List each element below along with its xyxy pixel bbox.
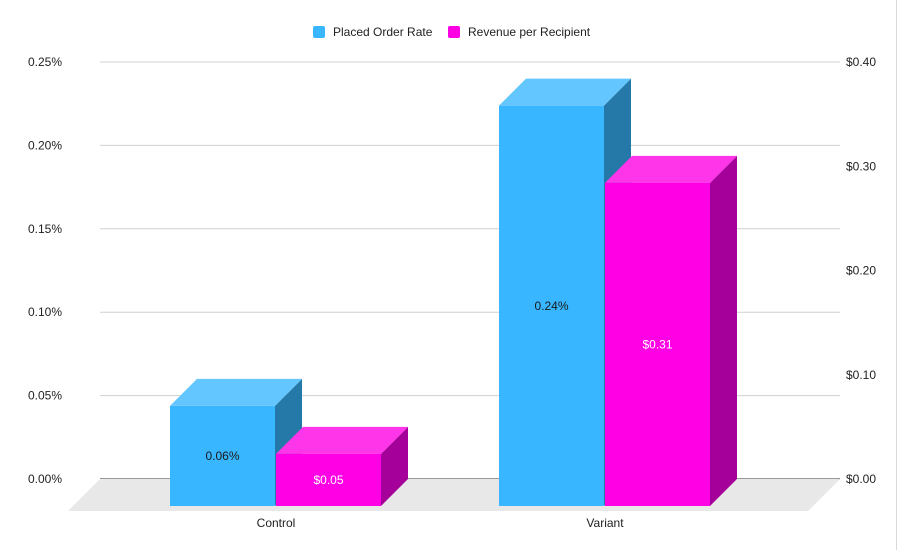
bar-front — [170, 405, 275, 506]
legend: Placed Order Rate Revenue per Recipient — [313, 25, 591, 39]
right-tick-label: $0.10 — [846, 368, 876, 382]
bar-top — [605, 155, 737, 183]
bar-front — [605, 182, 710, 506]
left-tick-label: 0.25% — [28, 55, 62, 69]
bar-top — [276, 426, 408, 454]
bar-revenue-per-recipient-variant: $0.31 — [605, 155, 737, 506]
data-label: 0.24% — [534, 299, 568, 313]
right-tick-label: $0.30 — [846, 159, 876, 173]
bar-revenue-per-recipient-control: $0.05 — [276, 426, 408, 506]
legend-item[interactable]: Placed Order Rate — [313, 25, 433, 39]
category-label: Variant — [586, 516, 624, 530]
right-tick-label: $0.00 — [846, 472, 876, 486]
legend-swatch — [448, 26, 460, 38]
right-tick-label: $0.20 — [846, 264, 876, 278]
chart-frame-edge — [896, 0, 897, 550]
data-label: $0.05 — [313, 473, 343, 487]
bar-front — [499, 105, 604, 507]
right-tick-label: $0.40 — [846, 55, 876, 69]
legend-label: Revenue per Recipient — [468, 25, 591, 39]
data-label: 0.06% — [205, 449, 239, 463]
data-label: $0.31 — [642, 337, 672, 351]
legend-swatch — [313, 26, 325, 38]
left-tick-label: 0.05% — [28, 389, 62, 403]
x-axis-categories: Control Variant — [257, 516, 625, 530]
bar-side — [381, 426, 408, 506]
bars: 0.06% $0.05 0.24% $0.31 — [170, 78, 737, 507]
left-tick-label: 0.20% — [28, 138, 62, 152]
left-tick-label: 0.10% — [28, 305, 62, 319]
bar-top — [499, 78, 631, 106]
category-label: Control — [257, 516, 296, 530]
bar-side — [710, 155, 737, 506]
legend-item[interactable]: Revenue per Recipient — [448, 25, 591, 39]
left-y-axis: 0.00% 0.05% 0.10% 0.15% 0.20% 0.25% — [28, 55, 62, 486]
legend-label: Placed Order Rate — [333, 25, 433, 39]
bar-top — [170, 378, 302, 406]
right-y-axis: $0.00 $0.10 $0.20 $0.30 $0.40 — [846, 55, 876, 486]
left-tick-label: 0.15% — [28, 222, 62, 236]
bar-placed-order-rate-control: 0.06% — [170, 378, 302, 506]
bar-front — [276, 453, 381, 506]
left-tick-label: 0.00% — [28, 472, 62, 486]
